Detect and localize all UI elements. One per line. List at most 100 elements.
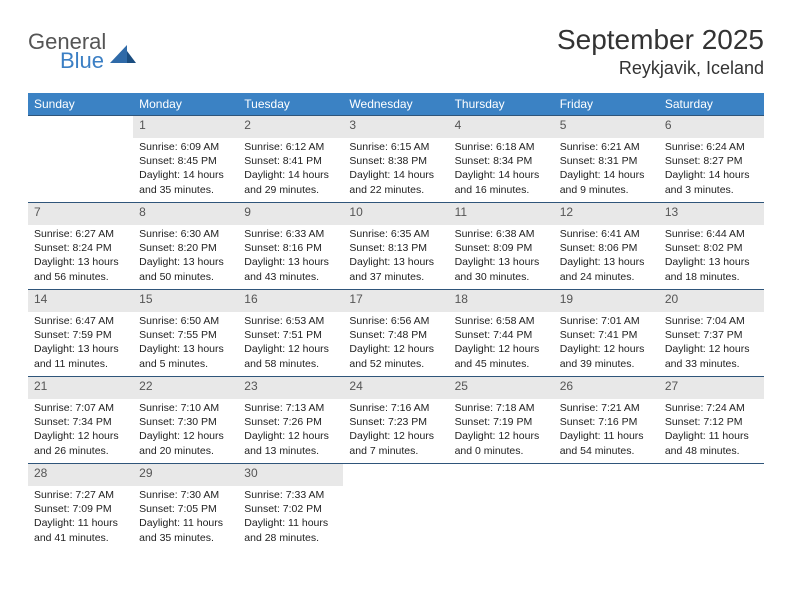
day-content-cell: Sunrise: 7:21 AMSunset: 7:16 PMDaylight:…: [554, 399, 659, 464]
month-title: September 2025: [557, 24, 764, 56]
daylight-line: Daylight: 11 hours and 54 minutes.: [560, 429, 653, 457]
sunrise-line: Sunrise: 7:21 AM: [560, 401, 653, 415]
daylight-line: Daylight: 12 hours and 7 minutes.: [349, 429, 442, 457]
day-content-cell: Sunrise: 7:04 AMSunset: 7:37 PMDaylight:…: [659, 312, 764, 377]
day-content-row: Sunrise: 7:07 AMSunset: 7:34 PMDaylight:…: [28, 399, 764, 464]
daylight-line: Daylight: 13 hours and 18 minutes.: [665, 255, 758, 283]
daylight-line: Daylight: 12 hours and 58 minutes.: [244, 342, 337, 370]
day-content-cell: Sunrise: 6:58 AMSunset: 7:44 PMDaylight:…: [449, 312, 554, 377]
daylight-line: Daylight: 14 hours and 29 minutes.: [244, 168, 337, 196]
sunrise-line: Sunrise: 7:04 AM: [665, 314, 758, 328]
day-content-cell: Sunrise: 6:09 AMSunset: 8:45 PMDaylight:…: [133, 138, 238, 203]
day-number-cell: 26: [554, 377, 659, 400]
daynum-row: 14151617181920: [28, 290, 764, 313]
calendar-body: 123456Sunrise: 6:09 AMSunset: 8:45 PM Day…: [28, 116, 764, 551]
sunset-line: Sunset: 7:09 PM: [34, 502, 127, 516]
sunset-line: Sunset: 8:20 PM: [139, 241, 232, 255]
day-content-cell: Sunrise: 6:50 AMSunset: 7:55 PMDaylight:…: [133, 312, 238, 377]
sunrise-line: Sunrise: 7:10 AM: [139, 401, 232, 415]
day-number-cell: 5: [554, 116, 659, 139]
sunset-line: Sunset: 7:37 PM: [665, 328, 758, 342]
day-number-cell: 22: [133, 377, 238, 400]
sunrise-line: Sunrise: 6:41 AM: [560, 227, 653, 241]
daylight-line: Daylight: 12 hours and 26 minutes.: [34, 429, 127, 457]
sunrise-line: Sunrise: 7:07 AM: [34, 401, 127, 415]
daylight-line: Daylight: 14 hours and 9 minutes.: [560, 168, 653, 196]
day-content-cell: Sunrise: 7:16 AMSunset: 7:23 PMDaylight:…: [343, 399, 448, 464]
day-content-row: Sunrise: 6:27 AMSunset: 8:24 PMDaylight:…: [28, 225, 764, 290]
day-content-cell: [659, 486, 764, 550]
sunset-line: Sunset: 8:41 PM: [244, 154, 337, 168]
daynum-row: 78910111213: [28, 203, 764, 226]
sunrise-line: Sunrise: 7:16 AM: [349, 401, 442, 415]
day-content-cell: Sunrise: 6:53 AMSunset: 7:51 PMDaylight:…: [238, 312, 343, 377]
sunrise-line: Sunrise: 6:47 AM: [34, 314, 127, 328]
sunset-line: Sunset: 7:16 PM: [560, 415, 653, 429]
calendar-table: Sunday Monday Tuesday Wednesday Thursday…: [28, 93, 764, 550]
sunset-line: Sunset: 8:27 PM: [665, 154, 758, 168]
sunset-line: Sunset: 7:59 PM: [34, 328, 127, 342]
day-number-cell: 12: [554, 203, 659, 226]
day-number-cell: 28: [28, 464, 133, 487]
daylight-line: Daylight: 13 hours and 11 minutes.: [34, 342, 127, 370]
day-content-cell: Sunrise: 6:38 AMSunset: 8:09 PMDaylight:…: [449, 225, 554, 290]
day-content-cell: Sunrise: 6:35 AMSunset: 8:13 PMDaylight:…: [343, 225, 448, 290]
sunset-line: Sunset: 8:16 PM: [244, 241, 337, 255]
sunrise-line: Sunrise: 6:58 AM: [455, 314, 548, 328]
weekday-header: Tuesday: [238, 93, 343, 116]
sunrise-line: Sunrise: 6:09 AM: [139, 140, 232, 154]
day-number-cell: [343, 464, 448, 487]
day-content-row: Sunrise: 6:47 AMSunset: 7:59 PMDaylight:…: [28, 312, 764, 377]
day-number-cell: 16: [238, 290, 343, 313]
day-content-cell: Sunrise: 6:12 AMSunset: 8:41 PMDaylight:…: [238, 138, 343, 203]
weekday-header: Wednesday: [343, 93, 448, 116]
day-number-cell: 1: [133, 116, 238, 139]
weekday-header: Saturday: [659, 93, 764, 116]
day-content-cell: Sunrise: 7:10 AMSunset: 7:30 PMDaylight:…: [133, 399, 238, 464]
weekday-header: Friday: [554, 93, 659, 116]
day-content-cell: [343, 486, 448, 550]
logo: General Blue: [28, 30, 136, 72]
day-number-cell: 21: [28, 377, 133, 400]
day-content-cell: [28, 138, 133, 203]
day-content-row: Sunrise: 7:27 AMSunset: 7:09 PM Daylight:…: [28, 486, 764, 550]
day-number-cell: 25: [449, 377, 554, 400]
day-content-cell: [449, 486, 554, 550]
day-content-cell: Sunrise: 6:27 AMSunset: 8:24 PMDaylight:…: [28, 225, 133, 290]
sunrise-line: Sunrise: 6:15 AM: [349, 140, 442, 154]
daylight-line: Daylight: 13 hours and 24 minutes.: [560, 255, 653, 283]
day-content-cell: Sunrise: 7:24 AMSunset: 7:12 PMDaylight:…: [659, 399, 764, 464]
sunset-line: Sunset: 7:05 PM: [139, 502, 232, 516]
daynum-row: 123456: [28, 116, 764, 139]
day-content-cell: Sunrise: 6:33 AMSunset: 8:16 PMDaylight:…: [238, 225, 343, 290]
day-number-cell: 4: [449, 116, 554, 139]
day-content-cell: Sunrise: 7:07 AMSunset: 7:34 PMDaylight:…: [28, 399, 133, 464]
daylight-line: Daylight: 12 hours and 52 minutes.: [349, 342, 442, 370]
sunrise-line: Sunrise: 7:27 AM: [34, 488, 127, 502]
daylight-line: Daylight: 13 hours and 30 minutes.: [455, 255, 548, 283]
sunset-line: Sunset: 8:34 PM: [455, 154, 548, 168]
logo-triangle-icon: [110, 41, 136, 63]
daylight-line: Daylight: 11 hours and 28 minutes.: [244, 516, 337, 544]
daylight-line: Daylight: 13 hours and 56 minutes.: [34, 255, 127, 283]
daylight-line: Daylight: 12 hours and 0 minutes.: [455, 429, 548, 457]
sunrise-line: Sunrise: 6:21 AM: [560, 140, 653, 154]
day-content-cell: Sunrise: 7:27 AMSunset: 7:09 PMDaylight:…: [28, 486, 133, 550]
sunset-line: Sunset: 7:23 PM: [349, 415, 442, 429]
sunset-line: Sunset: 7:30 PM: [139, 415, 232, 429]
daylight-line: Daylight: 14 hours and 16 minutes.: [455, 168, 548, 196]
daynum-row: 282930: [28, 464, 764, 487]
day-content-row: Sunrise: 6:09 AMSunset: 8:45 PM Daylight:…: [28, 138, 764, 203]
day-number-cell: 23: [238, 377, 343, 400]
sunset-line: Sunset: 8:45 PM: [139, 154, 232, 168]
day-number-cell: [659, 464, 764, 487]
daylight-line: Daylight: 11 hours and 48 minutes.: [665, 429, 758, 457]
day-content-cell: Sunrise: 7:18 AMSunset: 7:19 PMDaylight:…: [449, 399, 554, 464]
daylight-line: Daylight: 12 hours and 45 minutes.: [455, 342, 548, 370]
title-block: September 2025 Reykjavik, Iceland: [557, 24, 764, 79]
sunrise-line: Sunrise: 6:56 AM: [349, 314, 442, 328]
day-number-cell: 10: [343, 203, 448, 226]
day-number-cell: 24: [343, 377, 448, 400]
logo-text: General Blue: [28, 30, 106, 72]
sunset-line: Sunset: 7:55 PM: [139, 328, 232, 342]
